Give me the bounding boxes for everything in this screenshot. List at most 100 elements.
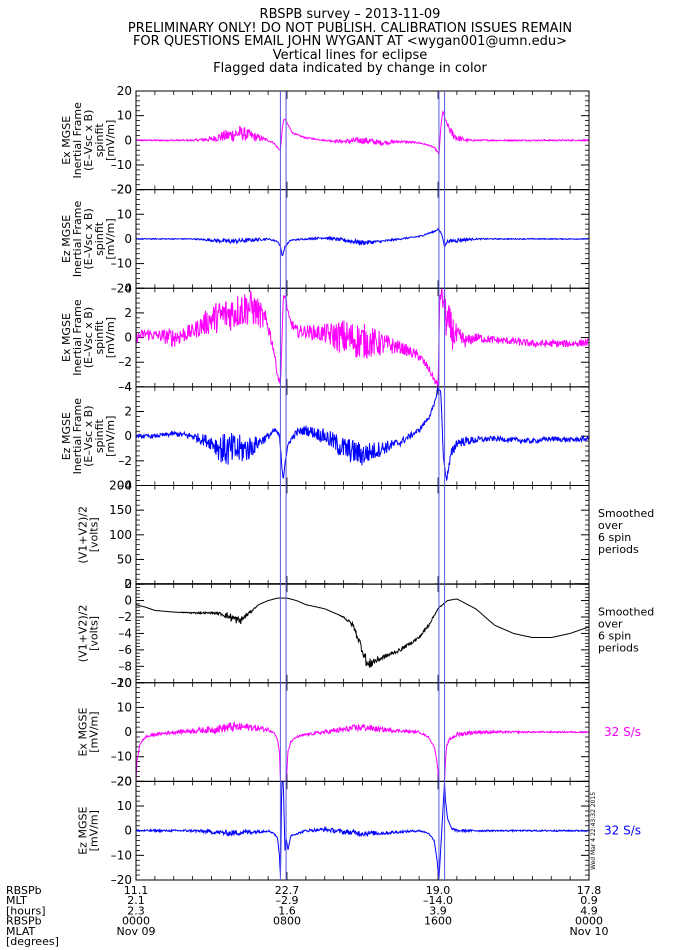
y-tick-label: 20 bbox=[117, 774, 132, 788]
header-contact: FOR QUESTIONS EMAIL JOHN WYGANT AT <wyga… bbox=[132, 34, 568, 49]
y-tick-label: 0 bbox=[124, 824, 132, 838]
y-tick-label: 20 bbox=[117, 676, 132, 690]
y-axis-label: (V1+V2)/2[volts] bbox=[77, 506, 101, 564]
x-annotation-value: 1600 bbox=[424, 915, 452, 928]
x-annotation-value: 0000 bbox=[575, 915, 603, 928]
y-tick-label: 50 bbox=[117, 552, 132, 566]
right-side-label: Smoothed over 6 spin periods bbox=[598, 605, 654, 654]
y-axis-label: Ez MGSEInertial Frame(E–Vsc x B)spinfit[… bbox=[60, 398, 117, 475]
x-annotation-value: 22.7 bbox=[275, 884, 300, 897]
data-trace-p6 bbox=[136, 597, 589, 668]
x-annotation-value: 2.3 bbox=[127, 904, 145, 917]
header-warning: PRELIMINARY ONLY! DO NOT PUBLISH. CALIBR… bbox=[127, 20, 573, 36]
y-tick-label: 10 bbox=[117, 700, 132, 714]
y-tick-label: –20 bbox=[111, 873, 132, 887]
right-side-label-line: Smoothed bbox=[598, 605, 654, 618]
y-axis-label: Ex MGSEInertial Frame(E–Vsc x B)spinfit[… bbox=[60, 102, 117, 179]
x-annotation-value: –2.9 bbox=[276, 894, 299, 907]
plot-header: RBSPB survey – 2013-11-09 PRELIMINARY ON… bbox=[0, 8, 700, 76]
y-axis-label: Ex MGSE[mV/m] bbox=[77, 708, 101, 757]
y-axis-label-line: (E–Vsc x B) bbox=[82, 405, 95, 466]
y-axis-label-line: Ez MGSE bbox=[60, 412, 73, 460]
y-tick-label: –8 bbox=[118, 659, 132, 673]
x-annotation-value: 4.9 bbox=[580, 904, 598, 917]
y-tick-label: 100 bbox=[109, 528, 132, 542]
x-annotation-value: 0000 bbox=[122, 915, 150, 928]
y-axis-label-line: Ez MGSE bbox=[77, 807, 90, 855]
data-trace-p7 bbox=[136, 720, 589, 782]
x-annotation-value: 0.9 bbox=[580, 894, 598, 907]
y-axis-label-line: (E–Vsc x B) bbox=[82, 307, 95, 368]
right-side-label-line: periods bbox=[598, 641, 639, 654]
y-tick-label: –4 bbox=[118, 380, 132, 394]
x-annotation-value: Nov 10 bbox=[570, 925, 609, 938]
x-annotation-value: 11.1 bbox=[124, 884, 149, 897]
y-axis-label-line: [mV/m] bbox=[88, 810, 101, 851]
y-tick-label: 150 bbox=[109, 503, 132, 517]
y-tick-label: –10 bbox=[111, 848, 132, 862]
y-tick-label: 0 bbox=[124, 232, 132, 246]
y-axis-label-line: [volts] bbox=[88, 517, 101, 552]
y-axis-label-line: (V1+V2)/2 bbox=[77, 506, 90, 564]
y-tick-label: –2 bbox=[118, 610, 132, 624]
right-side-label-line: periods bbox=[598, 543, 639, 556]
panel-frame bbox=[135, 583, 590, 684]
x-annotation-value: 2.1 bbox=[127, 894, 145, 907]
y-tick-label: 2 bbox=[124, 577, 132, 591]
right-side-label-line: 32 S/s bbox=[604, 824, 641, 838]
y-tick-label: 0 bbox=[124, 725, 132, 739]
x-annotation-value: 1.6 bbox=[278, 904, 296, 917]
data-trace-p8 bbox=[136, 781, 589, 879]
y-tick-label: 0 bbox=[124, 133, 132, 147]
right-side-label-line: 32 S/s bbox=[604, 725, 641, 739]
x-annotation-value: 3.9 bbox=[429, 904, 447, 917]
y-axis-label-line: (V1+V2)/2 bbox=[77, 605, 90, 663]
y-tick-label: –10 bbox=[111, 158, 132, 172]
y-axis-label-line: Inertial Frame bbox=[71, 398, 84, 475]
y-axis-label-line: spinfit bbox=[93, 320, 106, 355]
panel-frame bbox=[135, 485, 590, 585]
y-tick-label: –20 bbox=[111, 183, 132, 197]
y-axis-label-line: [volts] bbox=[88, 616, 101, 651]
y-axis-label-line: [mV/m] bbox=[104, 416, 117, 457]
header-flag-note: Flagged data indicated by change in colo… bbox=[213, 61, 487, 76]
panel-frame bbox=[135, 780, 590, 881]
header-eclipse-note: Vertical lines for eclipse bbox=[272, 47, 428, 63]
x-annotation-row-label: MLT bbox=[6, 894, 27, 907]
y-axis-label: Ex MGSEInertial Frame(E–Vsc x B)spinfit[… bbox=[60, 299, 117, 376]
y-tick-label: –10 bbox=[111, 676, 132, 690]
y-tick-label: 10 bbox=[117, 109, 132, 123]
right-side-label-line: over bbox=[598, 617, 623, 630]
y-tick-label: 10 bbox=[117, 207, 132, 221]
panel-p5: 0 50 100 150 200 (V1+V2)/2[volts] Smoothed over… bbox=[77, 479, 655, 592]
x-annotation-value: Nov 09 bbox=[117, 925, 156, 938]
version-stamp: Wed Mar 4 22:43:32 2015 v02 bbox=[590, 790, 597, 870]
x-annotation-value: 17.8 bbox=[577, 884, 602, 897]
data-trace-p4 bbox=[136, 386, 589, 482]
y-axis-label: (V1+V2)/2[volts] bbox=[77, 605, 101, 663]
y-tick-label: 0 bbox=[124, 331, 132, 345]
y-axis-label-line: [mV/m] bbox=[104, 120, 117, 161]
panel-p4: –4 –2 0 2 4 Ez MGSEInertial Frame(E–Vsc x B)s… bbox=[60, 380, 590, 493]
y-tick-label: –10 bbox=[111, 750, 132, 764]
y-tick-label: 0 bbox=[124, 594, 132, 608]
y-tick-label: 2 bbox=[124, 405, 132, 419]
y-axis-label-line: Inertial Frame bbox=[71, 200, 84, 277]
y-axis-label-line: (E–Vsc x B) bbox=[82, 208, 95, 269]
y-axis-label-line: [mV/m] bbox=[88, 711, 101, 752]
y-tick-label: –20 bbox=[111, 281, 132, 295]
y-axis-label-line: Ex MGSE bbox=[60, 313, 73, 362]
right-side-label-line: Smoothed bbox=[598, 507, 654, 520]
right-side-label-line: 6 spin bbox=[598, 629, 631, 642]
y-tick-label: 0 bbox=[124, 429, 132, 443]
y-axis-label-line: Ez MGSE bbox=[60, 215, 73, 263]
panel-p8: –20 –10 0 10 20 Ez MGSE[mV/m] 32 S/s bbox=[77, 774, 642, 887]
y-axis-label: Ez MGSE[mV/m] bbox=[77, 807, 101, 855]
data-trace-p3 bbox=[136, 288, 589, 387]
y-axis-label-line: Ex MGSE bbox=[77, 708, 90, 757]
y-tick-label: 4 bbox=[124, 380, 132, 394]
y-tick-label: 0 bbox=[124, 577, 132, 591]
y-tick-label: 20 bbox=[117, 84, 132, 98]
